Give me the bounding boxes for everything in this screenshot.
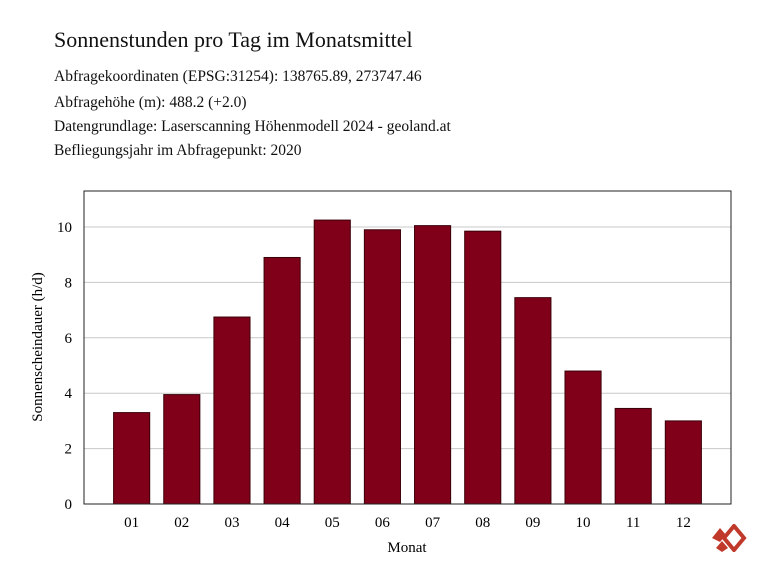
x-tick-label: 01 bbox=[124, 515, 139, 531]
bar-month-11 bbox=[614, 407, 652, 505]
x-tick-label: 09 bbox=[525, 515, 540, 531]
bar-month-10 bbox=[564, 370, 602, 505]
page-title: Sonnenstunden pro Tag im Monatsmittel bbox=[54, 27, 413, 52]
y-tick-label: 4 bbox=[65, 386, 73, 402]
bar-month-08 bbox=[464, 230, 502, 505]
x-tick-label: 11 bbox=[626, 515, 640, 531]
x-tick-label: 06 bbox=[375, 515, 391, 531]
bar-month-04 bbox=[263, 256, 301, 505]
bar-month-09 bbox=[514, 297, 552, 505]
bar-month-12 bbox=[664, 420, 702, 505]
x-tick-label: 08 bbox=[475, 515, 490, 531]
plot-frame bbox=[83, 190, 732, 505]
bars bbox=[113, 219, 702, 505]
bar-month-07 bbox=[414, 225, 452, 505]
geoland-logo-icon bbox=[712, 524, 747, 552]
x-tick-label: 07 bbox=[425, 515, 441, 531]
x-tick-label: 03 bbox=[224, 515, 239, 531]
info-coordinates: Abfragekoordinaten (EPSG:31254): 138765.… bbox=[54, 68, 422, 85]
bar-month-01 bbox=[113, 412, 151, 505]
y-axis-label: Sonnenscheindauer (h/d) bbox=[30, 272, 46, 422]
y-tick-label: 2 bbox=[65, 442, 73, 458]
x-tick-label: 04 bbox=[275, 515, 291, 531]
y-tick-label: 10 bbox=[57, 220, 72, 236]
y-tick-label: 6 bbox=[65, 331, 73, 347]
bar-month-06 bbox=[363, 229, 401, 505]
logo-shape-bottom bbox=[716, 541, 728, 552]
x-tick-label: 12 bbox=[676, 515, 691, 531]
y-tick-label: 0 bbox=[65, 497, 73, 513]
x-tick-label: 02 bbox=[174, 515, 189, 531]
logo-shape-right bbox=[721, 524, 747, 552]
x-tick-label: 05 bbox=[325, 515, 340, 531]
info-flight-year: Befliegungsjahr im Abfragepunkt: 2020 bbox=[54, 142, 302, 159]
info-elevation: Abfragehöhe (m): 488.2 (+2.0) bbox=[54, 94, 247, 111]
y-tick-label: 8 bbox=[65, 275, 73, 291]
bar-month-05 bbox=[313, 219, 351, 505]
info-data-source: Datengrundlage: Laserscanning Höhenmodel… bbox=[54, 118, 451, 135]
x-tick-labels: 01 02 03 04 05 06 07 08 09 10 11 12 bbox=[124, 515, 691, 531]
x-tick-label: 10 bbox=[576, 515, 591, 531]
x-axis-label: Monat bbox=[387, 540, 427, 556]
bar-month-02 bbox=[163, 394, 201, 505]
bar-month-03 bbox=[213, 316, 251, 505]
y-tick-labels: 0 2 4 6 8 10 bbox=[57, 220, 73, 513]
